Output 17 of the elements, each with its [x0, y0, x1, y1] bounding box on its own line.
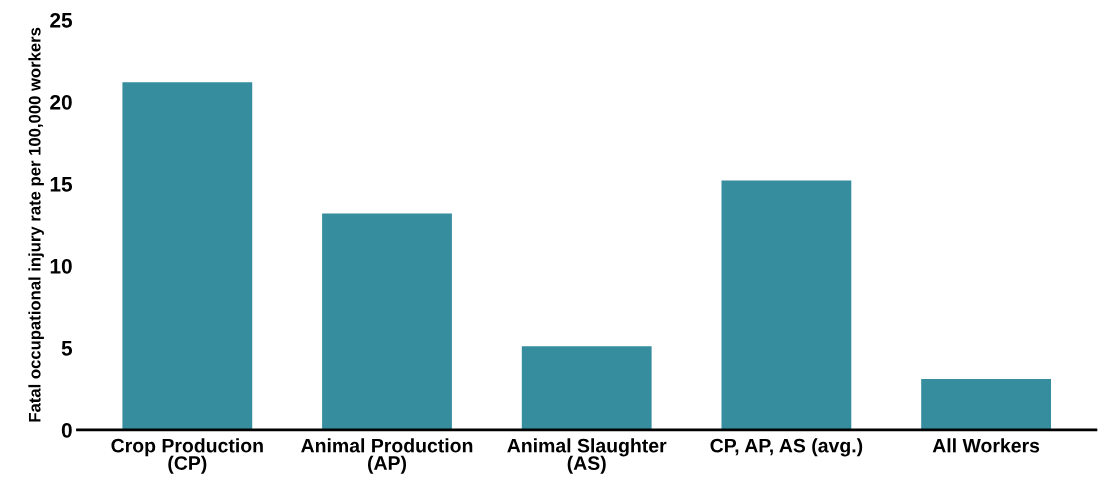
- y-tick-label: 25: [50, 12, 73, 28]
- x-tick-label: CP, AP, AS (avg.): [710, 438, 863, 457]
- bar: [122, 82, 253, 430]
- x-tick-label: Animal Production (AP): [301, 438, 473, 474]
- y-axis-title: Fatal occupational injury rate per 100,000 workers: [28, 27, 44, 422]
- y-tick-label: 15: [50, 177, 73, 192]
- y-tick-label: 5: [61, 341, 73, 356]
- bar: [921, 379, 1051, 430]
- y-tick-label: 20: [50, 94, 72, 110]
- bar: [322, 213, 452, 430]
- bar: [521, 346, 652, 430]
- bar: [721, 180, 852, 430]
- y-tick-label: 10: [50, 258, 72, 274]
- x-tick-label: Crop Production (CP): [111, 438, 263, 474]
- x-tick-label: All Workers: [932, 438, 1040, 453]
- x-tick-label: Animal Slaughter (AS): [507, 438, 667, 474]
- y-tick-label: 0: [61, 422, 72, 438]
